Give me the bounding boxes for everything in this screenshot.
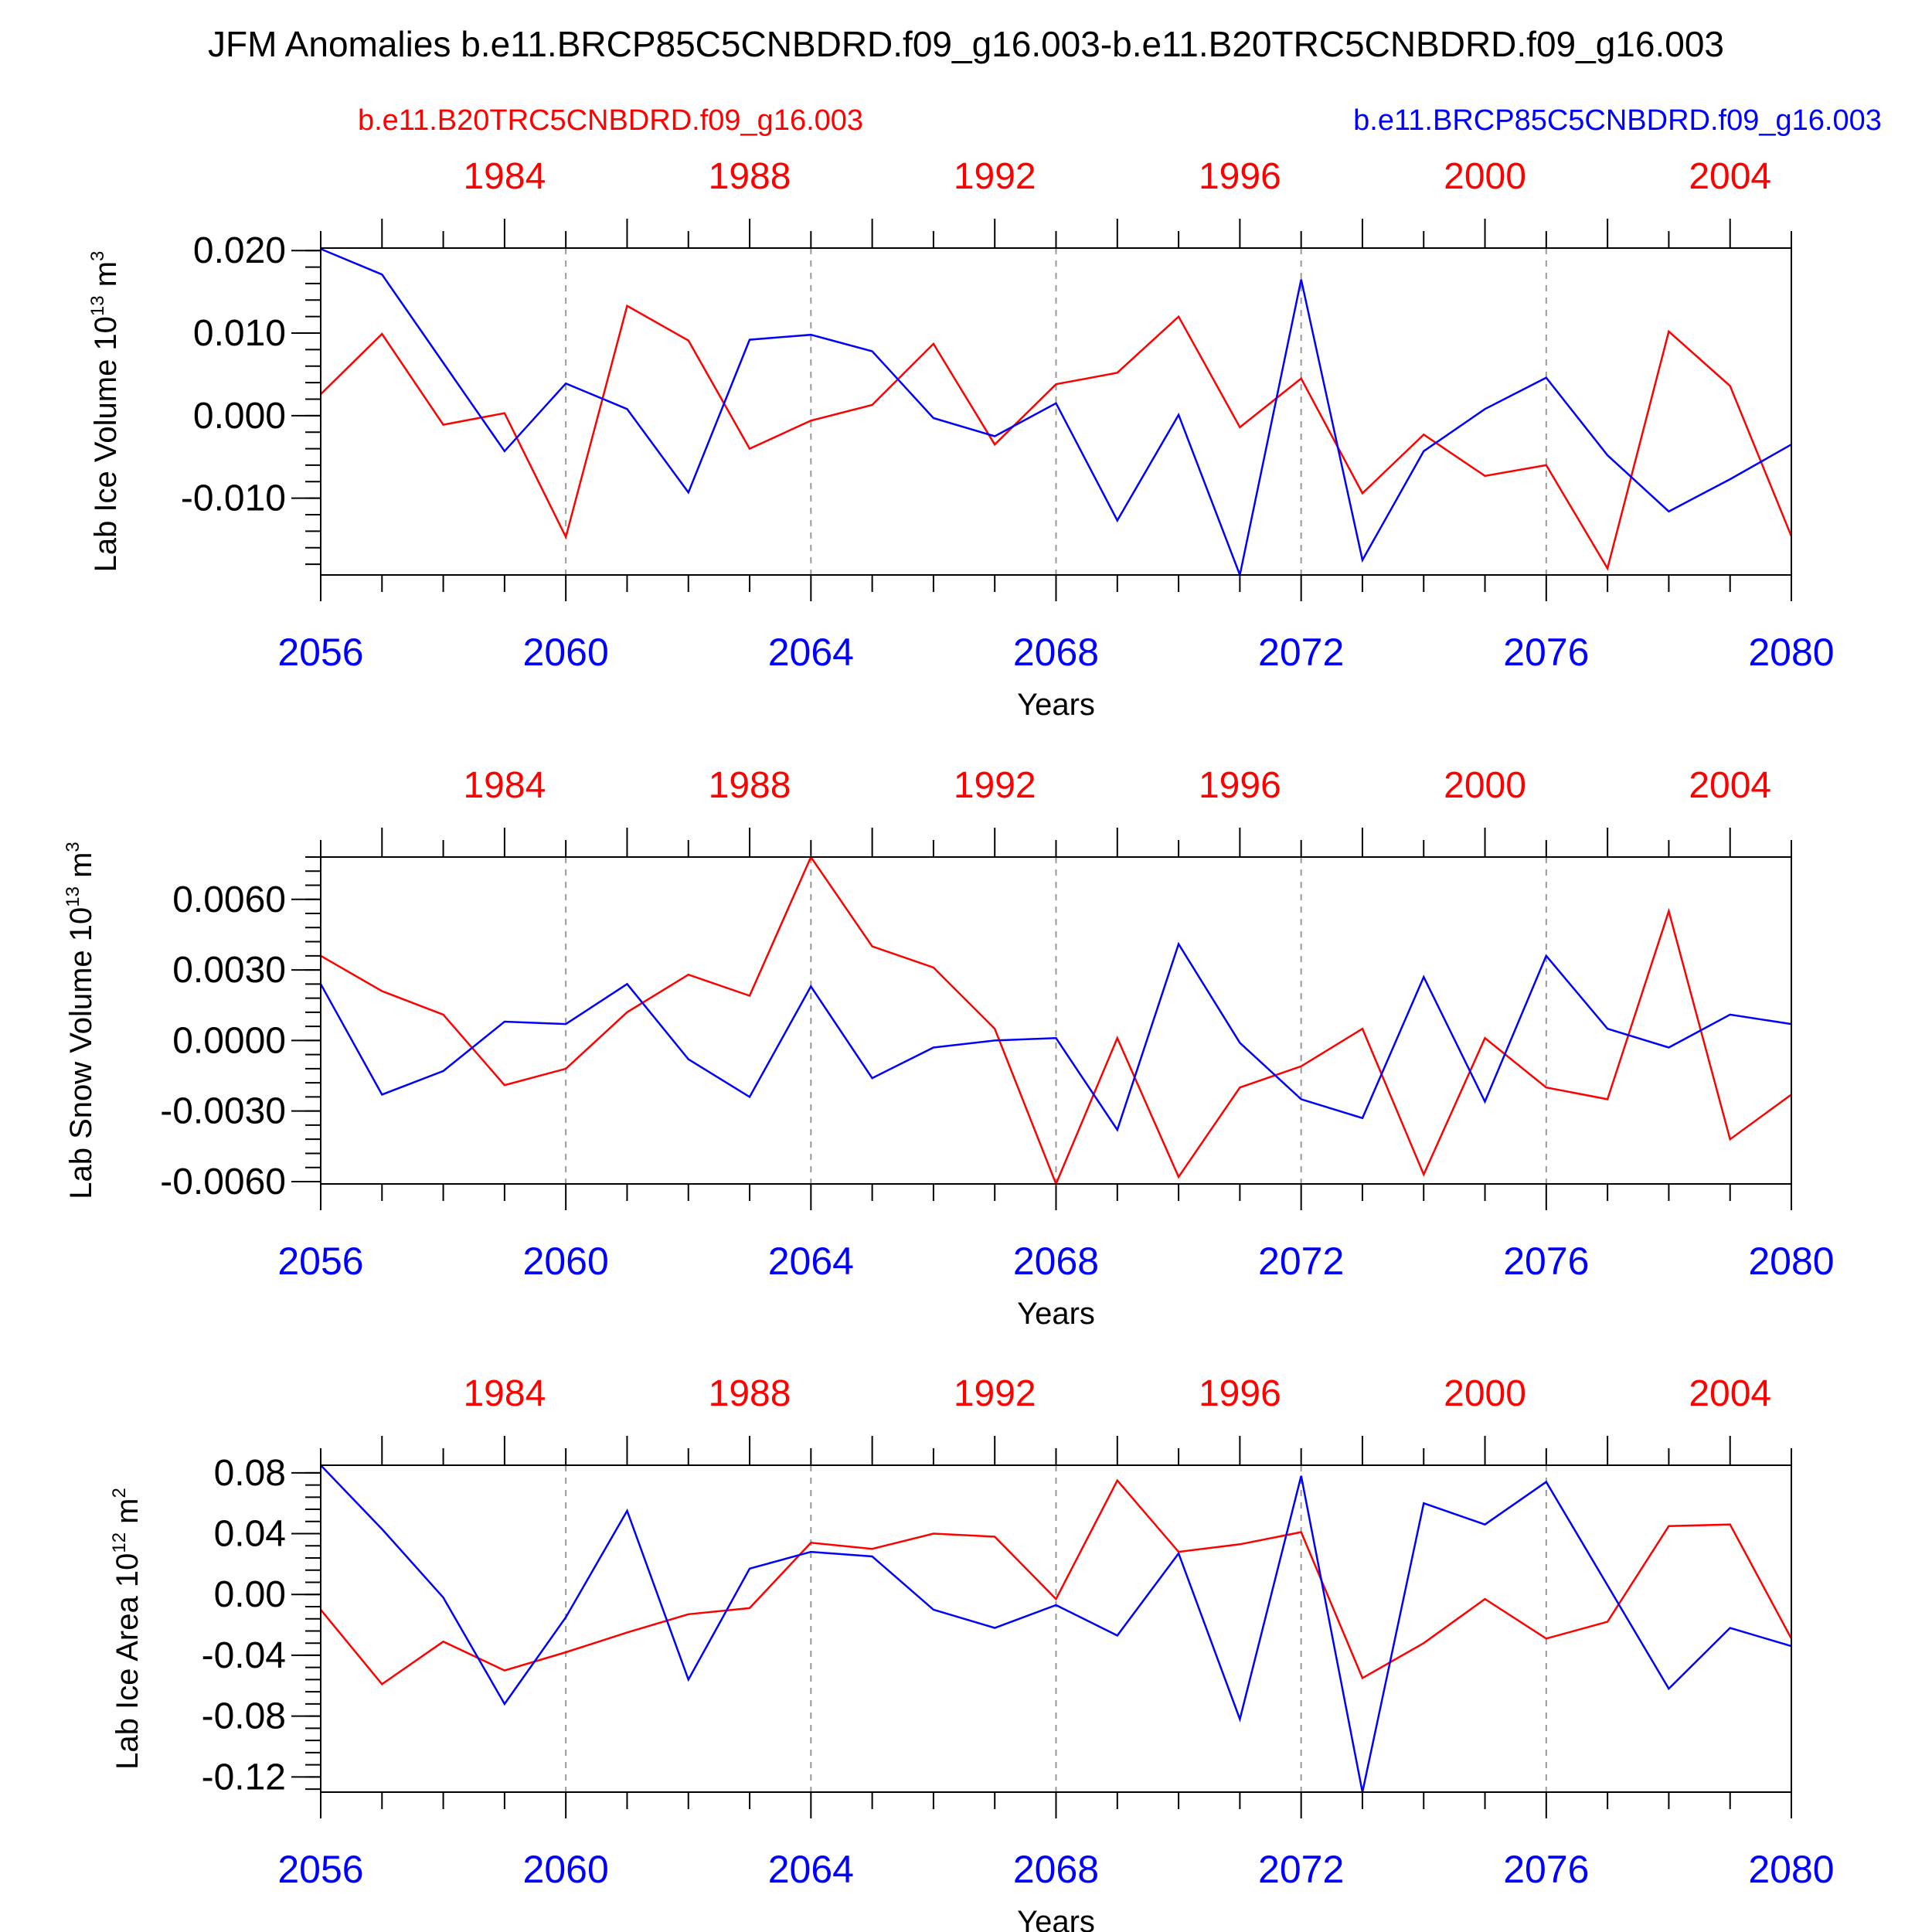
- top-tick-label: 2000: [1444, 1373, 1526, 1414]
- top-tick-label: 2004: [1689, 765, 1771, 806]
- y-tick-label: -0.08: [202, 1696, 286, 1737]
- y-tick-label: -0.04: [202, 1635, 286, 1676]
- plot-frame: [320, 247, 1792, 576]
- y-tick-label: 0.04: [214, 1514, 286, 1555]
- y-axis-label: Lab Ice Volume 1013 m3: [87, 251, 123, 573]
- legend-right: b.e11.BRCP85C5CNBDRD.f09_g16.003: [1353, 104, 1882, 137]
- bottom-tick-label: 2080: [1748, 631, 1834, 674]
- x-axis-label: Years: [1017, 1905, 1095, 1932]
- bottom-tick-label: 2064: [768, 1240, 854, 1283]
- x-axis-label: Years: [1017, 1297, 1095, 1331]
- bottom-tick-label: 2056: [277, 1848, 363, 1891]
- bottom-tick-label: 2060: [523, 1848, 609, 1891]
- top-tick-label: 1984: [463, 1373, 546, 1414]
- series-line-blue: [320, 1464, 1792, 1793]
- y-tick-label: 0.000: [193, 396, 286, 437]
- plot-frame: [320, 856, 1792, 1185]
- panel-1: 1984 1988 1992 1996 2000 2004 2056 2060 2064 2068…: [87, 156, 1835, 722]
- bottom-tick-label: 2076: [1503, 631, 1589, 674]
- y-tick-label: -0.0060: [160, 1162, 286, 1202]
- bottom-tick-label: 2064: [768, 631, 854, 674]
- panel-3: 1984 1988 1992 1996 2000 2004 2056 2060 2064 2068…: [109, 1373, 1835, 1932]
- top-tick-label: 1984: [463, 156, 546, 197]
- top-tick-label: 1988: [709, 765, 791, 806]
- top-tick-label: 1996: [1199, 1373, 1281, 1414]
- bottom-tick-label: 2064: [768, 1848, 854, 1891]
- y-tick-label: 0.020: [193, 230, 286, 271]
- bottom-tick-label: 2072: [1258, 1848, 1344, 1891]
- bottom-tick-label: 2068: [1013, 1848, 1099, 1891]
- y-tick-label: 0.0060: [172, 879, 286, 920]
- y-tick-label: -0.0030: [160, 1091, 286, 1132]
- bottom-tick-label: 2056: [277, 631, 363, 674]
- top-tick-label: 1996: [1199, 765, 1281, 806]
- series-line-blue: [320, 247, 1792, 579]
- y-tick-label: 0.010: [193, 313, 286, 354]
- top-tick-label: 1992: [954, 156, 1036, 197]
- bottom-tick-label: 2060: [523, 631, 609, 674]
- y-axis-label: Lab Ice Area 1012 m2: [109, 1488, 145, 1770]
- panels: 1984 1988 1992 1996 2000 2004 2056 2060 2064 2068…: [63, 156, 1835, 1932]
- y-tick-label: 0.0030: [172, 950, 286, 991]
- y-tick-label: -0.010: [181, 478, 286, 519]
- panel-2: 1984 1988 1992 1996 2000 2004 2056 2060 2064 2068…: [63, 765, 1835, 1331]
- top-tick-label: 2004: [1689, 1373, 1771, 1414]
- top-tick-label: 1992: [954, 765, 1036, 806]
- top-tick-label: 1984: [463, 765, 546, 806]
- top-tick-label: 1992: [954, 1373, 1036, 1414]
- series-line-red: [320, 1478, 1793, 1685]
- top-tick-label: 1988: [709, 156, 791, 197]
- bottom-tick-label: 2072: [1258, 1240, 1344, 1283]
- top-tick-label: 1988: [709, 1373, 791, 1414]
- y-tick-label: 0.00: [214, 1574, 286, 1615]
- top-tick-label: 2000: [1444, 765, 1526, 806]
- bottom-tick-label: 2060: [523, 1240, 609, 1283]
- x-axis-label: Years: [1017, 688, 1095, 722]
- y-tick-label: 0.08: [214, 1453, 286, 1494]
- top-tick-label: 1996: [1199, 156, 1281, 197]
- top-tick-label: 2000: [1444, 156, 1526, 197]
- bottom-tick-label: 2068: [1013, 631, 1099, 674]
- y-tick-label: 0.0000: [172, 1020, 286, 1061]
- series-line-blue: [319, 941, 1792, 1132]
- series-line-red: [320, 304, 1793, 571]
- y-tick-label: -0.12: [202, 1757, 286, 1798]
- bottom-tick-label: 2076: [1503, 1848, 1589, 1891]
- legend-left: b.e11.B20TRC5CNBDRD.f09_g16.003: [358, 104, 863, 137]
- plot-frame: [320, 1464, 1792, 1793]
- bottom-tick-label: 2072: [1258, 631, 1344, 674]
- y-axis-label: Lab Snow Volume 1013 m3: [63, 842, 98, 1199]
- bottom-tick-label: 2056: [277, 1240, 363, 1283]
- top-tick-label: 2004: [1689, 156, 1771, 197]
- figure-title: JFM Anomalies b.e11.BRCP85C5CNBDRD.f09_g…: [208, 24, 1724, 64]
- bottom-tick-label: 2068: [1013, 1240, 1099, 1283]
- bottom-tick-label: 2080: [1748, 1240, 1834, 1283]
- bottom-tick-label: 2080: [1748, 1848, 1834, 1891]
- bottom-tick-label: 2076: [1503, 1240, 1589, 1283]
